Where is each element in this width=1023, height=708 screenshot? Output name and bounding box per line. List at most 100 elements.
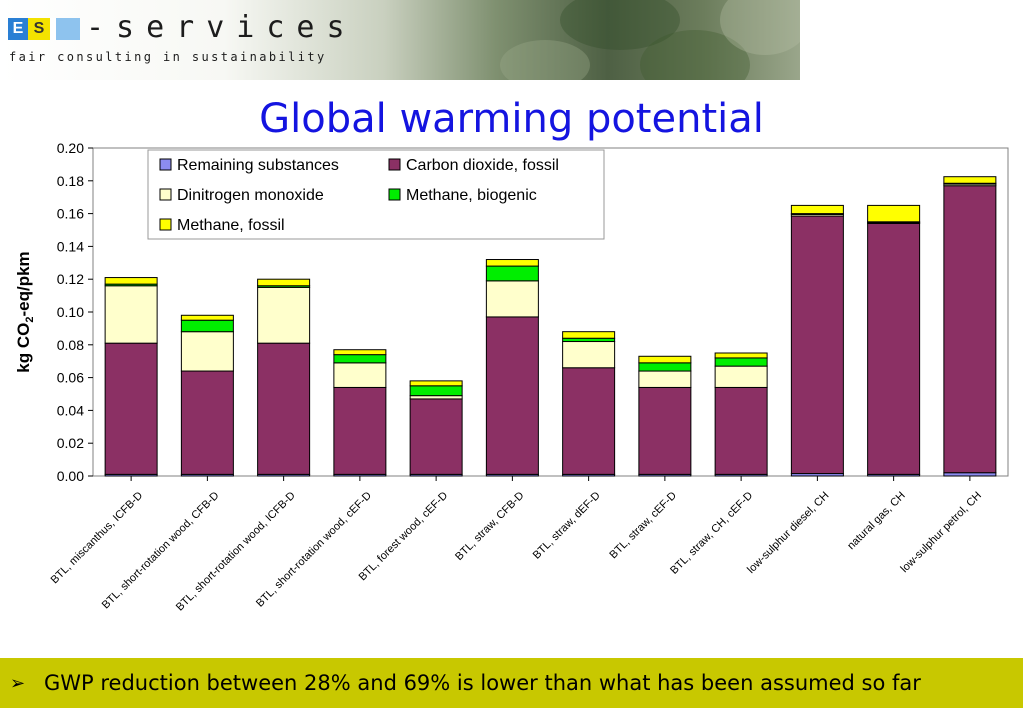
y-tick-label: 0.16 [57,206,84,222]
y-axis-title-text: kg CO2-eq/pkm [14,251,36,372]
logo-block-blue [56,18,80,40]
x-tick-label: BTL, short-rotation wood, ICFB-D [174,490,298,614]
bar-segment [867,222,921,475]
y-tick-label: 0.04 [57,402,84,418]
bar-segment [714,365,768,388]
bar-segment [562,331,616,339]
y-tick-label: 0.00 [57,468,84,484]
bar-segment [790,204,844,215]
bar-segment [333,362,387,388]
x-tick-label: low-sulphur diesel, CH [745,490,831,576]
bar-segment [485,316,539,475]
legend-label: Carbon dioxide, fossil [406,157,559,174]
bars [104,176,997,477]
bar-stack [409,380,463,477]
bar-stack [257,278,311,477]
bar-segment [333,349,387,356]
legend-swatch [159,188,172,201]
y-tick-label: 0.18 [57,173,84,189]
bar-stack [485,259,539,477]
bar-segment [257,342,311,475]
slide-title: Global warming potential [259,96,764,142]
bar-segment [409,380,463,387]
footer-bar: ➢ GWP reduction between 28% and 69% is l… [0,658,1023,708]
bar-segment [867,204,921,223]
y-tick-label: 0.10 [57,304,84,320]
bar-segment [257,278,311,287]
legend: Remaining substances Carbon dioxide, foss… [147,149,605,240]
bar-stack [104,277,158,477]
bar-segment [714,386,768,475]
x-tick-label: BTL, straw, CFB-D [453,490,526,563]
legend-label: Methane, fossil [177,217,285,234]
bar-segment [714,352,768,359]
bar-segment [180,319,234,333]
bar-segment [714,357,768,367]
logo-block-s: S [28,18,50,40]
legend-swatch [159,218,172,231]
y-axis-title: kg CO2-eq/pkm [14,251,36,372]
header-banner: E S -services fair consulting in sustain… [0,0,800,80]
bar-segment [790,215,844,475]
arrow-bullet-icon: ➢ [10,673,26,693]
legend-swatch [388,158,401,171]
bar-segment [562,367,616,475]
legend-swatch [388,188,401,201]
bar-segment [562,341,616,369]
x-tick-label: low-sulphur petrol, CH [899,490,984,575]
bar-segment [638,355,692,364]
bar-segment [333,386,387,475]
x-tick-label: natural gas, CH [845,490,908,553]
y-tick-label: 0.02 [57,435,84,451]
bar-stack [180,314,234,477]
y-tick-label: 0.08 [57,337,84,353]
y-tick-label: 0.20 [57,140,84,156]
bar-segment [104,285,158,344]
x-tick-label: BTL, straw, CH, cEF-D [668,490,755,577]
legend-box [147,149,605,240]
y-tick-label: 0.12 [57,271,84,287]
logo-tagline: fair consulting in sustainability [9,50,327,64]
bar-segment [638,370,692,388]
bar-stack [943,176,997,477]
legend-label: Dinitrogen monoxide [177,187,324,204]
x-tick-label: BTL, straw, cEF-D [607,490,679,562]
bar-stack [867,204,921,477]
bar-stack [714,352,768,477]
bar-segment [638,362,692,372]
legend-label: Remaining substances [177,157,339,174]
bar-segment [333,354,387,364]
y-tick-labels: 0.00 0.02 0.04 0.06 0.08 0.10 0.12 0.14 0.16 0.18… [57,140,84,484]
bar-segment [485,259,539,267]
bar-segment [180,314,234,321]
logo-gap [50,18,56,40]
bar-segment [409,385,463,397]
bar-segment [180,331,234,372]
bar-segment [104,342,158,475]
bar-segment [104,277,158,285]
legend-label: Methane, biogenic [406,187,537,204]
footer-text: GWP reduction between 28% and 69% is low… [44,671,921,695]
logo-text: -services [86,10,357,45]
logo-mark: E S [8,18,80,40]
bar-segment [638,386,692,475]
bar-segment [485,265,539,282]
legend-swatch [159,158,172,171]
bar-stack [333,349,387,477]
x-tick-label: BTL, straw, dEF-D [531,490,603,562]
bar-segment [943,185,997,474]
bar-segment [943,176,997,184]
bar-segment [180,370,234,475]
y-tick-label: 0.14 [57,238,84,254]
bar-stack [790,204,844,477]
bar-segment [485,280,539,318]
bar-segment [409,398,463,475]
bar-stack [638,355,692,477]
x-tick-label: BTL, forest wood, cEF-D [357,490,451,584]
bar-segment [257,286,311,344]
bar-stack [562,331,616,477]
logo-block-e: E [8,18,28,40]
stacked-bar-chart: kg CO2-eq/pkm 0.000.020.040.060.080.100.… [14,140,1009,614]
y-tick-label: 0.06 [57,370,84,386]
